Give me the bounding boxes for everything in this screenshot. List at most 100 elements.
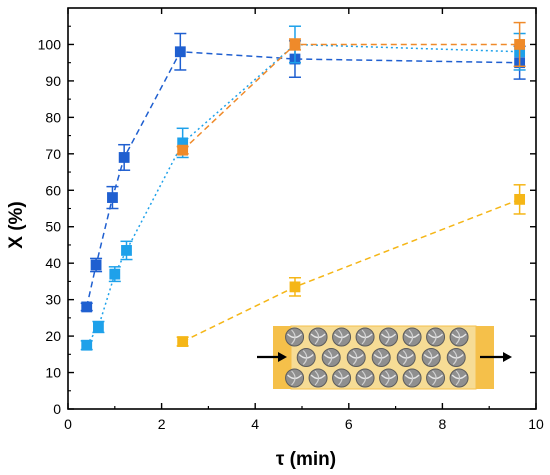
sphere-texture [327,350,333,365]
sphere-texture [427,350,433,365]
x-tick-label: 2 [158,416,166,432]
catalyst-sphere [396,348,416,367]
marker [107,192,118,203]
data-point [118,143,131,171]
x-tick-label: 0 [64,416,72,432]
sphere-texture [385,370,390,386]
catalyst-sphere [449,327,469,347]
x-tick-label: 10 [528,416,544,432]
catalyst-sphere [355,368,375,388]
sphere-texture [408,370,414,386]
catalyst-sphere [285,368,305,388]
series-line [85,50,520,308]
marker [289,39,301,50]
marker [514,39,526,50]
series-layer [80,21,526,351]
series-line [182,198,520,343]
y-tick-label: 90 [45,73,61,89]
y-tick-label: 70 [45,146,61,162]
marker [93,321,104,333]
sphere-texture [361,329,367,345]
series-2 [176,21,526,156]
data-point [90,257,103,273]
sphere-texture [338,329,343,345]
data-point [513,21,526,68]
sphere-texture [402,350,408,365]
sphere-texture [432,370,437,386]
x-tick-label: 6 [345,416,353,432]
data-point [176,144,189,156]
catalyst-sphere [332,327,352,347]
catalyst-sphere [308,327,328,347]
catalyst-sphere [296,348,316,367]
series-line [86,43,520,346]
sphere-texture [291,370,296,386]
sphere-texture [302,350,308,365]
catalyst-sphere [285,327,305,347]
data-point [288,38,301,51]
data-point [92,320,105,334]
sphere-texture [352,350,358,365]
series-1 [80,25,526,351]
data-point [174,32,187,71]
data-point [176,336,189,347]
marker [174,46,186,58]
marker [289,281,301,293]
marker [177,144,189,156]
sphere-texture [314,329,320,345]
data-point [106,185,119,210]
y-tick-label: 20 [45,328,61,344]
catalyst-sphere [355,327,375,347]
sphere-texture [385,329,390,345]
sphere-texture [455,329,461,345]
y-tick-label: 50 [45,219,61,235]
y-tick-label: 30 [45,292,61,308]
series-3 [176,184,526,347]
y-tick-label: 100 [38,36,62,52]
inlet-arrow-head [278,352,287,362]
catalyst-sphere [371,348,391,367]
marker [81,339,93,351]
catalyst-sphere [421,348,441,367]
catalyst-sphere [426,327,446,347]
data-point [120,240,133,261]
x-axis-label: τ (min) [276,449,336,470]
data-point [108,266,121,283]
sphere-texture [338,370,343,386]
catalyst-sphere [346,348,366,367]
sphere-texture [432,329,437,345]
data-point [513,184,526,215]
sphere-texture [361,370,367,386]
catalyst-sphere [402,327,422,347]
sphere-texture [314,370,320,386]
x-tick-label: 8 [439,416,447,432]
marker [109,268,121,280]
y-tick-label: 40 [45,255,61,271]
catalyst-sphere [379,327,399,347]
packed-bed-reactor-icon [257,325,512,390]
marker [118,152,130,163]
catalyst-sphere [321,348,341,367]
marker [90,259,102,271]
catalyst-sphere [332,368,352,388]
marker [121,245,132,256]
data-point [80,301,93,313]
sphere-texture [291,329,296,345]
sphere-texture [408,329,414,345]
sphere-texture [455,370,461,386]
y-tick-label: 10 [45,365,61,381]
sphere-texture [377,350,383,365]
series-0 [80,32,526,313]
catalyst-sphere [426,368,446,388]
data-point [80,339,93,351]
y-axis-label: X (%) [6,201,27,249]
x-tick-label: 4 [251,416,259,432]
sphere-texture [452,350,458,365]
y-tick-label: 80 [45,109,61,125]
catalyst-sphere [446,348,466,367]
outlet-arrow-head [503,352,512,362]
catalyst-sphere [402,368,422,388]
y-tick-label: 0 [53,401,61,417]
